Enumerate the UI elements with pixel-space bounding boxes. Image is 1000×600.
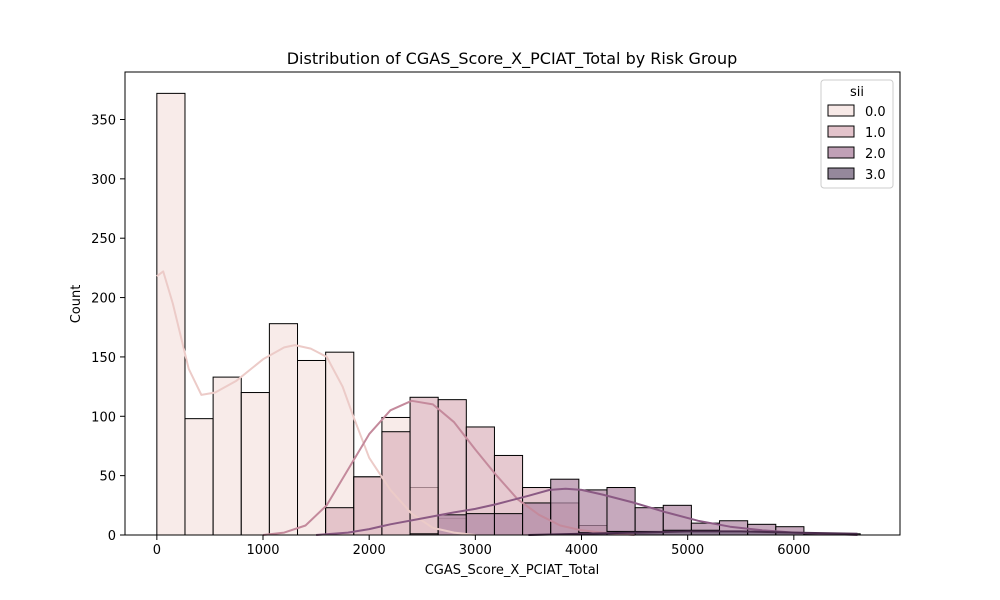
legend-label: 0.0	[865, 105, 886, 120]
kde-curve-1.0	[262, 399, 635, 536]
x-tick-label: 6000	[777, 543, 810, 558]
y-tick-label: 200	[91, 292, 116, 307]
legend-swatch	[827, 104, 855, 117]
legend-swatch	[827, 125, 855, 138]
x-tick-label: 2000	[353, 543, 386, 558]
chart-title: Distribution of CGAS_Score_X_PCIAT_Total…	[287, 49, 738, 69]
bar	[325, 507, 355, 536]
bar	[156, 92, 186, 536]
bar	[297, 359, 327, 536]
bar	[212, 376, 242, 536]
legend-label: 3.0	[865, 168, 886, 183]
y-tick-label: 350	[91, 113, 116, 128]
bar	[184, 418, 214, 536]
bar	[465, 513, 495, 536]
bar	[409, 396, 439, 536]
x-tick-label: 3000	[459, 543, 492, 558]
legend-swatch	[827, 167, 855, 180]
plot-frame	[124, 71, 901, 536]
bar	[353, 476, 383, 536]
legend-item-1.0: 1.0	[827, 125, 886, 141]
legend-item-3.0: 3.0	[827, 167, 886, 183]
bar	[240, 392, 270, 536]
y-tick-label: 50	[99, 470, 116, 485]
legend-label: 1.0	[865, 126, 886, 141]
y-tick-label: 300	[91, 173, 116, 188]
x-tick-label: 5000	[671, 543, 704, 558]
x-axis-label: CGAS_Score_X_PCIAT_Total	[425, 563, 600, 578]
y-tick-label: 100	[91, 410, 116, 425]
y-tick-label: 0	[108, 529, 116, 544]
series-0.0-bars	[156, 92, 467, 536]
legend-title: sii	[850, 85, 864, 100]
kde-curve-2.0	[316, 487, 858, 536]
legend-label: 2.0	[865, 147, 886, 162]
y-tick-label: 150	[91, 351, 116, 366]
bar	[606, 487, 636, 536]
x-axis: 0 1000 2000 3000 4000 5000 6000	[153, 535, 810, 558]
bar	[493, 513, 524, 536]
x-tick-label: 4000	[565, 543, 598, 558]
x-tick-label: 0	[153, 543, 161, 558]
bar	[268, 323, 299, 536]
kde-curve-3.0	[528, 530, 858, 536]
legend-swatch	[827, 146, 855, 159]
legend-item-0.0: 0.0	[827, 104, 886, 120]
x-tick-label: 1000	[246, 543, 279, 558]
kde-curve-0.0	[156, 270, 476, 536]
y-axis-label: Count	[69, 285, 84, 324]
y-tick-label: 250	[91, 232, 116, 247]
bar	[578, 489, 608, 536]
bar	[634, 507, 664, 536]
plot-area	[156, 92, 861, 536]
legend-item-2.0: 2.0	[827, 146, 886, 162]
y-axis: 0 50 100 150 200 250 300 350	[91, 113, 125, 544]
legend: sii 0.0 1.0 2.0 3.0	[820, 79, 894, 189]
